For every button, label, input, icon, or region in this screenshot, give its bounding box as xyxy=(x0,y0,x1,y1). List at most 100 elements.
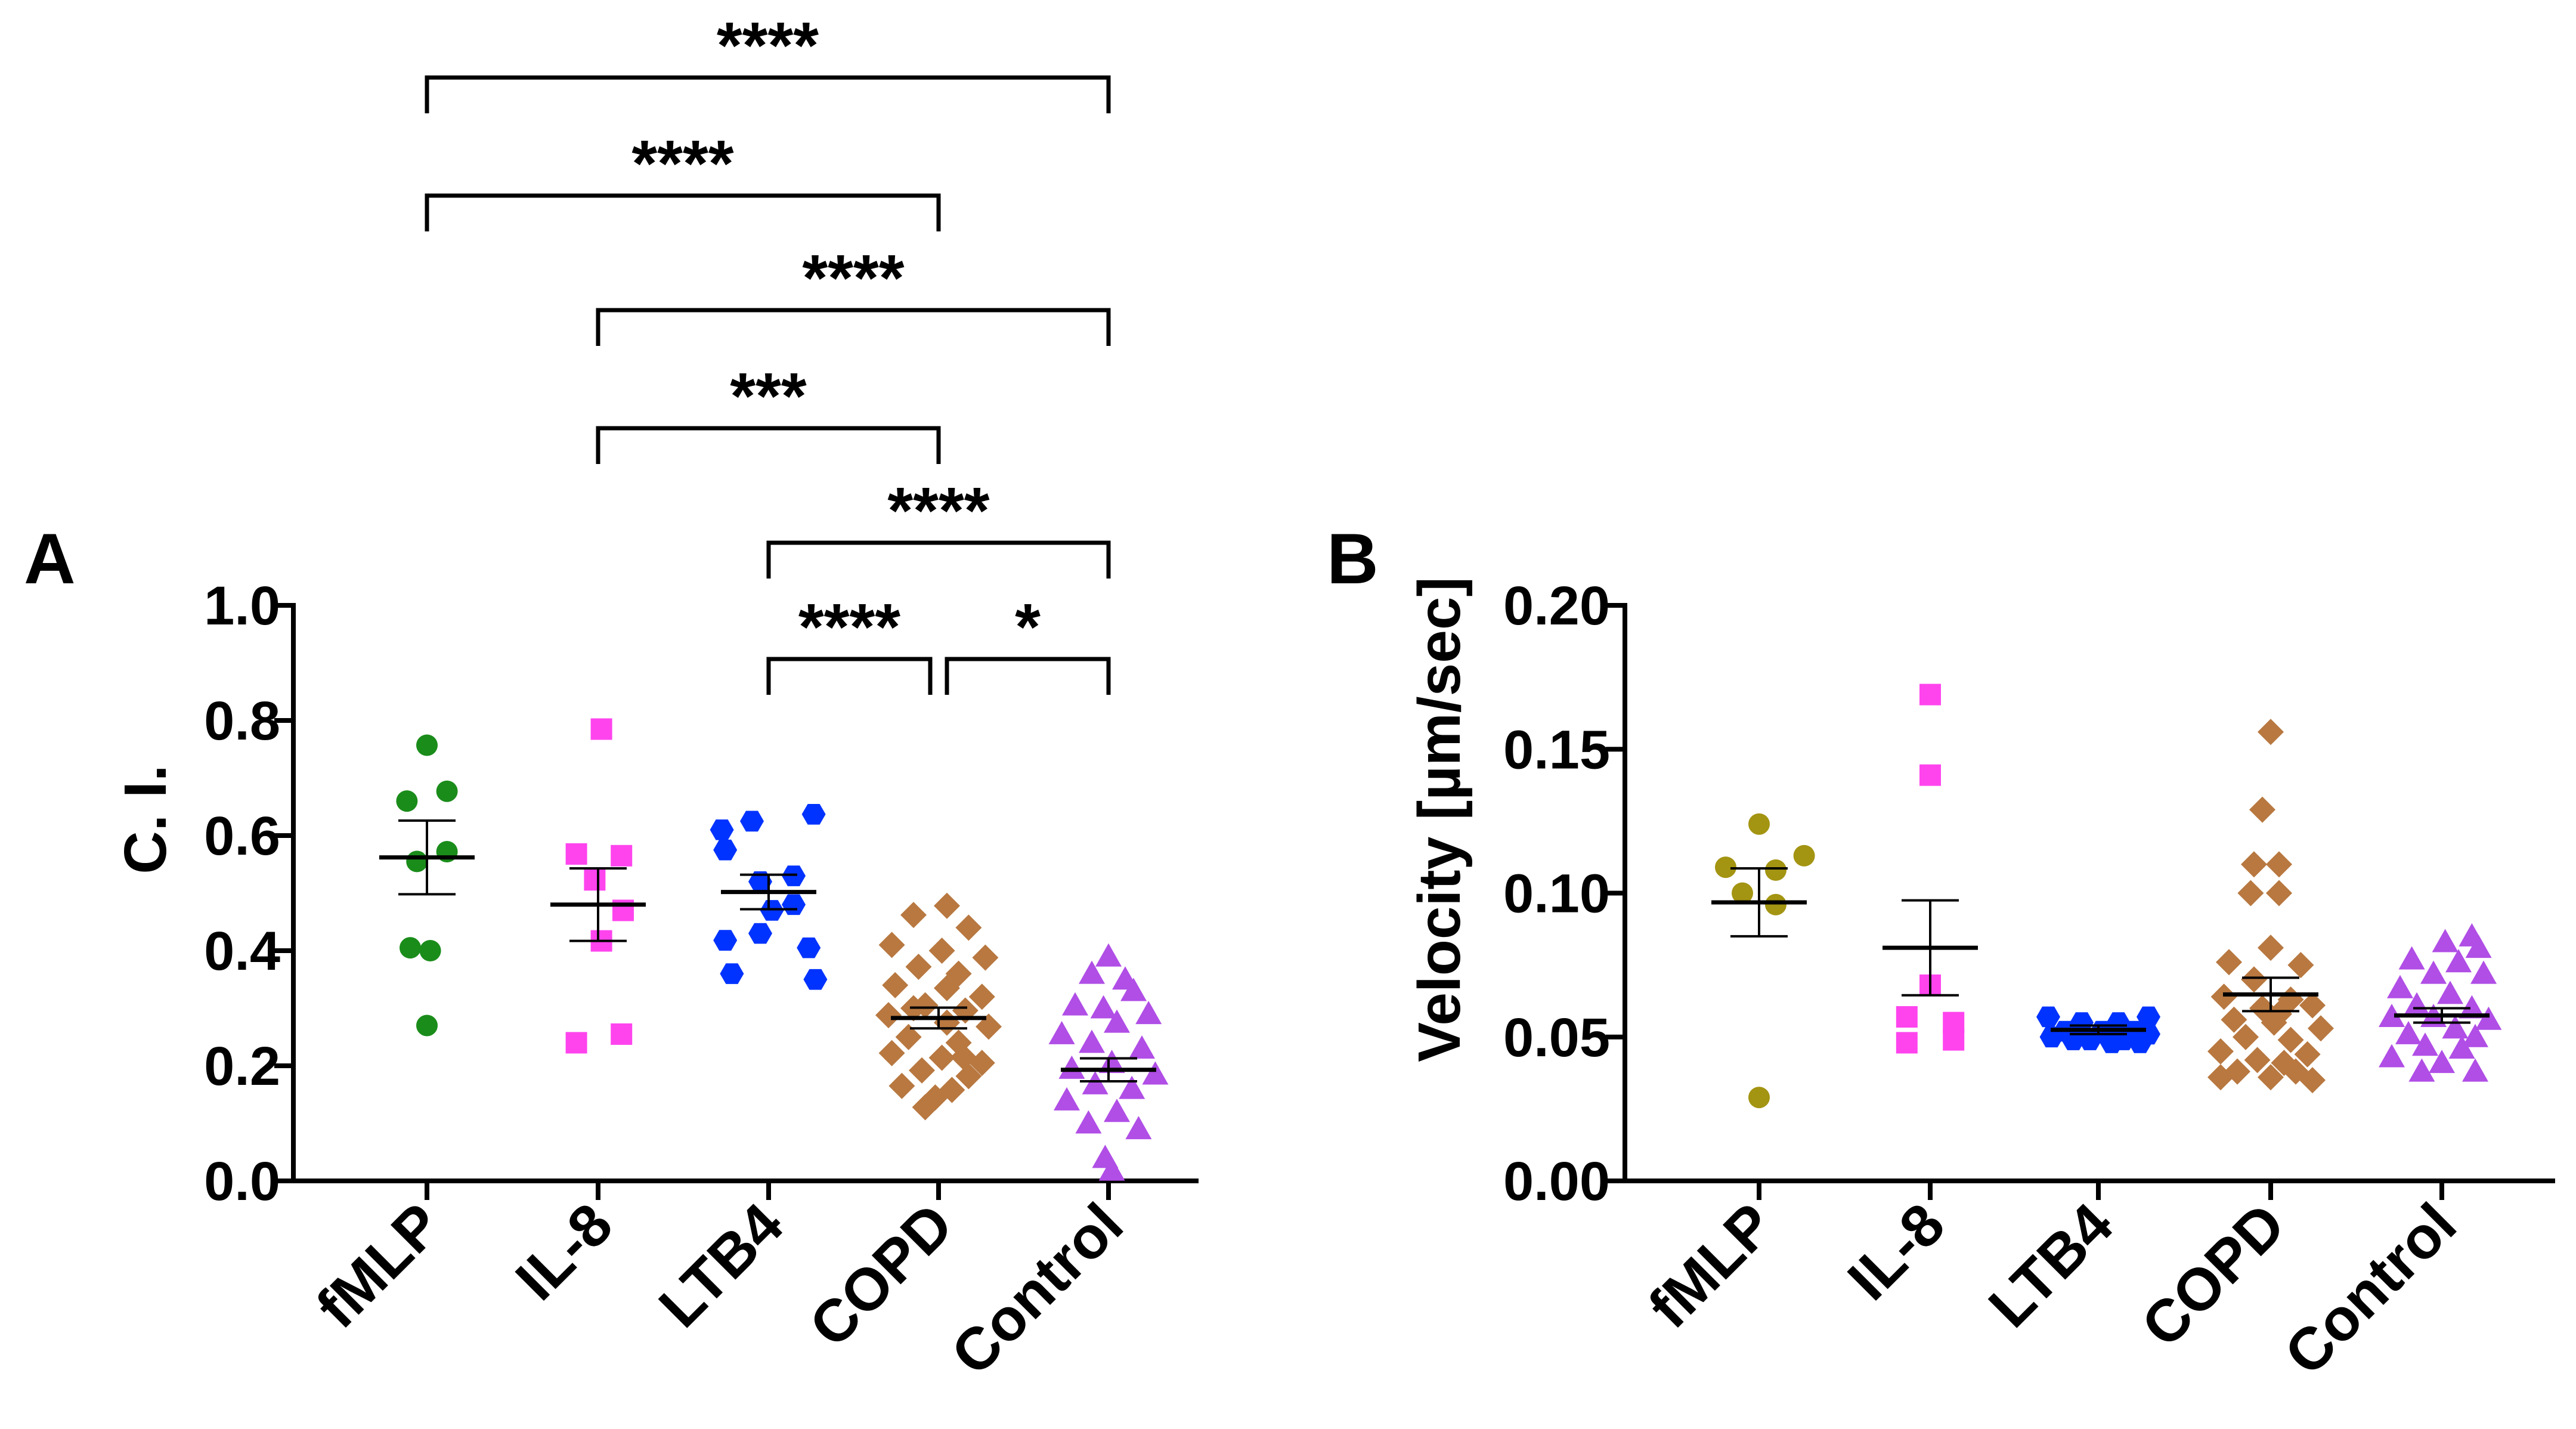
data-point xyxy=(1765,893,1787,915)
y-tick-label: 0.8 xyxy=(204,691,280,751)
data-point xyxy=(1748,1087,1770,1109)
data-point xyxy=(909,1057,935,1084)
data-point xyxy=(2207,1064,2234,1091)
data-point xyxy=(2258,935,2284,961)
data-point xyxy=(2387,975,2413,998)
data-point xyxy=(2445,949,2472,973)
data-point xyxy=(748,871,772,892)
data-point xyxy=(968,983,995,1010)
y-tick-label: 0.00 xyxy=(1503,1151,1610,1212)
significance-label: **** xyxy=(631,127,733,200)
data-point xyxy=(2308,1015,2334,1042)
data-point xyxy=(2429,1050,2455,1074)
data-point xyxy=(2216,949,2242,976)
data-point xyxy=(1765,859,1787,881)
data-point xyxy=(565,843,587,865)
y-tick-label: 0.2 xyxy=(204,1036,280,1097)
data-point xyxy=(1079,960,1105,984)
data-point xyxy=(611,845,633,867)
panel-letter-b: B xyxy=(1327,519,1379,599)
y-tick-label: 0.6 xyxy=(204,806,280,867)
data-point xyxy=(1054,1087,1080,1111)
data-point xyxy=(740,811,764,832)
data-point xyxy=(1048,1020,1075,1044)
data-point xyxy=(905,954,932,980)
data-point xyxy=(934,975,960,1001)
data-point xyxy=(406,850,428,873)
data-point xyxy=(803,969,828,990)
data-point xyxy=(396,790,418,812)
data-point xyxy=(2266,851,2292,878)
data-point xyxy=(2277,1026,2304,1053)
data-point xyxy=(2241,851,2267,878)
significance-bracket xyxy=(425,193,941,231)
data-point xyxy=(416,734,438,756)
significance-bracket xyxy=(596,426,941,464)
data-point xyxy=(895,1023,922,1050)
data-point xyxy=(900,902,927,929)
data-point xyxy=(2244,1047,2271,1074)
data-point xyxy=(1919,683,1941,706)
data-point xyxy=(797,937,821,958)
y-tick-label: 0.20 xyxy=(1503,576,1610,636)
data-point xyxy=(419,940,441,961)
data-point xyxy=(2266,1001,2292,1028)
data-point xyxy=(2465,935,2492,958)
data-point xyxy=(2294,1041,2321,1068)
data-point xyxy=(878,1040,905,1066)
data-point xyxy=(1793,845,1815,867)
data-point xyxy=(2299,992,2326,1019)
data-point xyxy=(2379,1003,2405,1027)
data-point xyxy=(1058,1055,1085,1079)
data-point xyxy=(1125,1116,1152,1140)
data-point xyxy=(710,819,734,840)
data-point xyxy=(1896,1006,1918,1028)
data-point xyxy=(2437,980,2463,1004)
data-point xyxy=(2221,1006,2247,1033)
data-point xyxy=(2432,929,2459,952)
data-point xyxy=(2128,1032,2152,1053)
data-point xyxy=(2137,1006,2160,1028)
data-point xyxy=(2442,1015,2469,1039)
data-point xyxy=(888,1072,915,1099)
significance-bracket xyxy=(425,75,1111,113)
data-point xyxy=(1119,1075,1145,1099)
data-point xyxy=(2258,719,2284,746)
data-point xyxy=(1104,1009,1130,1033)
data-point xyxy=(2266,880,2292,907)
data-point xyxy=(2237,880,2264,907)
significance-label: * xyxy=(1015,590,1041,664)
data-point xyxy=(912,1094,939,1121)
data-point xyxy=(2408,1058,2435,1082)
data-point xyxy=(1079,1029,1105,1053)
data-point xyxy=(1104,1099,1130,1122)
data-point xyxy=(1098,1050,1125,1074)
data-point xyxy=(934,892,960,919)
data-point xyxy=(928,938,955,964)
data-point xyxy=(882,972,909,998)
data-point xyxy=(2287,952,2314,979)
data-point xyxy=(416,1014,438,1037)
data-point xyxy=(1062,992,1088,1016)
data-point xyxy=(713,839,738,861)
data-point xyxy=(875,1002,902,1029)
data-point xyxy=(2398,946,2425,970)
data-point xyxy=(1732,882,1753,904)
data-point xyxy=(611,1023,633,1045)
data-point xyxy=(1943,1029,1965,1051)
data-point xyxy=(1129,1035,1155,1059)
y-tick-label: 0.10 xyxy=(1503,864,1610,924)
data-point xyxy=(1135,1001,1162,1025)
data-point xyxy=(2404,992,2430,1016)
data-point xyxy=(2233,1023,2259,1050)
significance-bracket xyxy=(766,657,933,695)
data-point xyxy=(436,780,458,802)
data-point xyxy=(928,1044,955,1071)
data-point xyxy=(2395,1020,2422,1044)
y-tick-label: 0.4 xyxy=(204,921,280,982)
y-tick-label: 0.05 xyxy=(1503,1007,1610,1068)
significance-bracket xyxy=(766,540,1111,579)
data-point xyxy=(565,1032,587,1054)
data-point xyxy=(2412,1032,2438,1056)
